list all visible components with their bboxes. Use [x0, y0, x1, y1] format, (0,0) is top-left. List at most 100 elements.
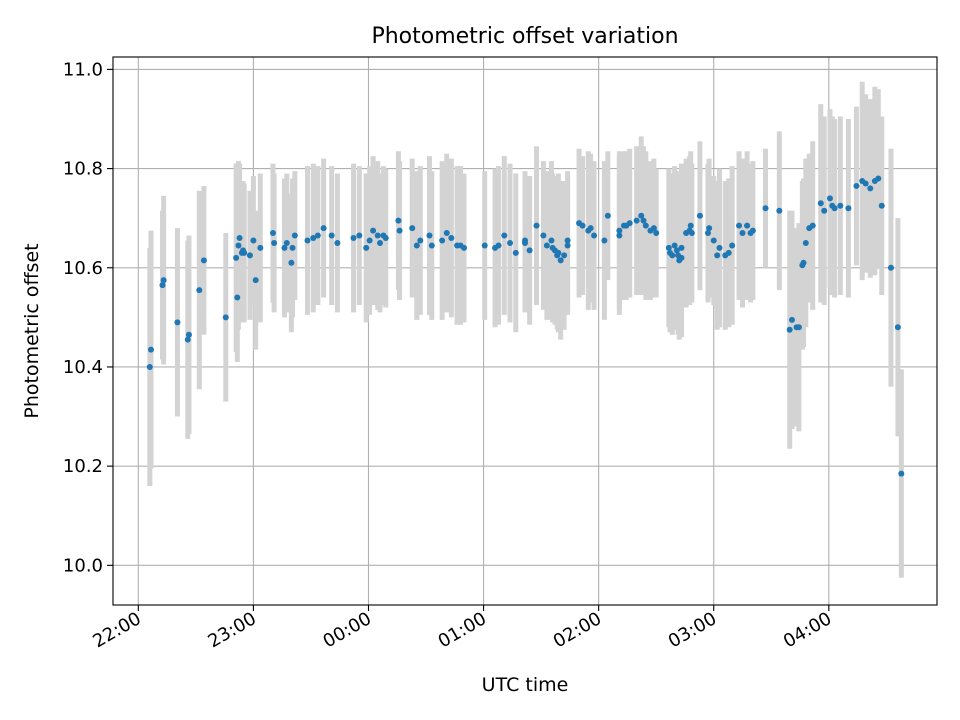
data-point [439, 237, 446, 244]
data-point [310, 235, 317, 242]
y-axis-label: Photometric offset [21, 243, 43, 418]
y-tick-label: 10.0 [63, 555, 103, 576]
data-point [543, 242, 550, 249]
data-point [678, 244, 685, 251]
data-point [235, 242, 242, 249]
data-point [673, 247, 680, 254]
data-point [696, 212, 703, 219]
data-point [831, 205, 838, 212]
data-point [443, 230, 450, 237]
data-point [328, 232, 335, 239]
data-point [304, 237, 311, 244]
data-point [252, 277, 259, 284]
data-point [366, 237, 373, 244]
data-point [867, 185, 874, 192]
data-point [875, 175, 882, 182]
data-point [289, 244, 296, 251]
data-point [269, 230, 276, 237]
data-point [626, 220, 633, 227]
data-point [159, 282, 166, 289]
y-tick-label: 11.0 [63, 59, 103, 80]
data-point [710, 237, 717, 244]
data-point [744, 222, 751, 229]
data-point [729, 242, 736, 249]
data-point [736, 222, 743, 229]
data-point [271, 239, 278, 246]
data-point [653, 230, 660, 237]
data-point [878, 202, 885, 209]
x-tick-label: 22:00 [89, 608, 144, 652]
data-point [853, 182, 860, 189]
data-point [540, 232, 547, 239]
data-point [233, 254, 240, 261]
data-point [739, 230, 746, 237]
data-point [241, 249, 248, 256]
data-point [845, 205, 852, 212]
data-point [821, 207, 828, 214]
x-tick-label: 01:00 [435, 608, 490, 652]
data-point [314, 232, 321, 239]
data-point [688, 230, 695, 237]
data-point [417, 237, 424, 244]
data-point [448, 235, 455, 242]
x-axis-ticks: 22:00 23:00 00:00 01:00 02:00 03:00 04:00 [89, 605, 835, 652]
data-point [147, 346, 154, 353]
data-point [633, 217, 640, 224]
data-point [557, 257, 564, 264]
data-point [395, 217, 402, 224]
data-point [776, 207, 783, 214]
data-point [283, 239, 290, 246]
data-point [246, 252, 253, 259]
chart-title: Photometric offset variation [371, 24, 678, 49]
data-point [495, 242, 502, 249]
data-point [356, 232, 363, 239]
data-point [898, 470, 905, 477]
data-point [281, 244, 288, 251]
plot-frame [112, 56, 938, 606]
data-point [174, 319, 181, 326]
data-point [413, 242, 420, 249]
data-point [687, 222, 694, 229]
x-tick-label: 03:00 [665, 608, 720, 652]
data-point [222, 314, 229, 321]
data-point [396, 227, 403, 234]
data-point [426, 232, 433, 239]
data-point [533, 222, 540, 229]
data-point [887, 264, 894, 271]
data-point [561, 252, 568, 259]
data-point [640, 217, 647, 224]
data-point [185, 331, 192, 338]
data-point [704, 230, 711, 237]
data-point [526, 247, 533, 254]
data-point [363, 244, 370, 251]
data-point [374, 232, 381, 239]
x-tick-label: 00:00 [320, 608, 375, 652]
data-point [320, 225, 327, 232]
data-point [184, 336, 191, 343]
x-tick-label: 02:00 [550, 608, 605, 652]
data-point [862, 180, 869, 187]
data-point [638, 212, 645, 219]
data-point [461, 244, 468, 251]
data-point [370, 227, 377, 234]
data-point [564, 237, 571, 244]
data-point [236, 235, 243, 242]
data-point [548, 237, 555, 244]
y-tick-label: 10.6 [63, 258, 103, 279]
data-point [409, 225, 416, 232]
data-point [671, 242, 678, 249]
data-point [725, 249, 732, 256]
data-point [642, 222, 649, 229]
data-point [160, 277, 167, 284]
data-point [616, 227, 623, 234]
data-point [234, 294, 241, 301]
data-point [428, 242, 435, 249]
data-point [587, 225, 594, 232]
data-point [788, 316, 795, 323]
data-point [146, 363, 153, 370]
data-point [762, 205, 769, 212]
data-point [250, 237, 257, 244]
data-point [334, 239, 341, 246]
data-points [146, 175, 905, 477]
